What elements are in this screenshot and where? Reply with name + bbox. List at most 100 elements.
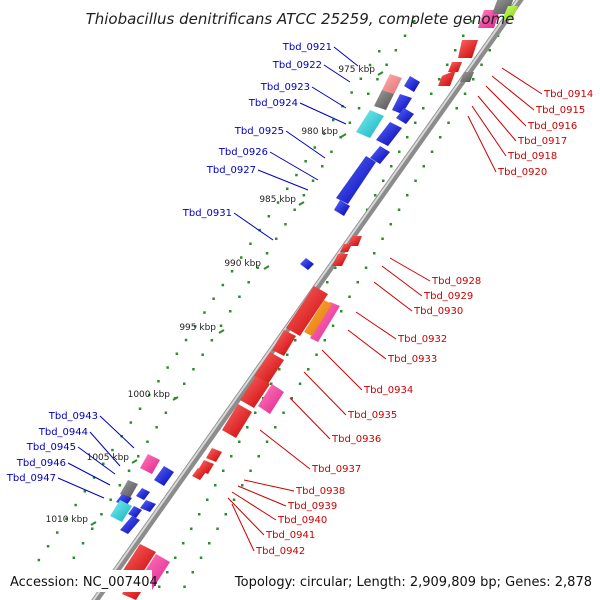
gene-feature[interactable]	[374, 90, 394, 110]
gene-feature[interactable]	[458, 40, 478, 58]
gene-label[interactable]: Tbd_0923	[260, 82, 310, 93]
gene-feature[interactable]	[286, 286, 328, 336]
gene-feature[interactable]	[448, 62, 462, 72]
gene-feature[interactable]	[438, 70, 456, 86]
gene-label[interactable]: Tbd_0939	[287, 501, 337, 512]
kbp-tick	[172, 396, 179, 401]
kbp-tick-label: 975 kbp	[338, 65, 375, 75]
gene-feature[interactable]	[254, 352, 284, 384]
gene-feature[interactable]	[240, 376, 270, 408]
label-connector	[467, 115, 497, 173]
gene-label[interactable]: Tbd_0926	[218, 147, 268, 158]
gene-feature[interactable]	[120, 516, 140, 534]
gene-feature[interactable]	[206, 448, 222, 462]
label-connector	[67, 462, 111, 486]
ring-dot	[267, 215, 271, 218]
label-connector	[333, 46, 359, 67]
gene-feature[interactable]	[140, 500, 156, 512]
gene-label[interactable]: Tbd_0934	[363, 385, 413, 396]
gene-label[interactable]: Tbd_0944	[38, 427, 88, 438]
ring-dot	[413, 20, 416, 23]
gene-feature[interactable]	[120, 480, 138, 498]
gene-feature[interactable]	[382, 74, 402, 94]
gene-feature[interactable]	[310, 302, 340, 342]
gene-feature[interactable]	[370, 146, 390, 164]
gene-feature[interactable]	[376, 122, 402, 146]
gene-label[interactable]: Tbd_0931	[182, 208, 232, 219]
gene-label[interactable]: Tbd_0943	[48, 411, 98, 422]
gene-label[interactable]: Tbd_0946	[16, 458, 66, 469]
ring-dot	[184, 338, 188, 342]
ring-dot	[164, 411, 168, 414]
gene-label[interactable]: Tbd_0924	[248, 98, 298, 109]
gene-label[interactable]: Tbd_0929	[423, 291, 473, 302]
gene-feature[interactable]	[192, 468, 206, 480]
gene-label[interactable]: Tbd_0942	[255, 546, 305, 557]
gene-feature[interactable]	[128, 506, 142, 518]
gene-label[interactable]: Tbd_0920	[497, 167, 547, 178]
gene-feature[interactable]	[502, 6, 518, 20]
label-connector	[311, 86, 347, 109]
gene-label[interactable]: Tbd_0915	[535, 105, 585, 116]
gene-feature[interactable]	[222, 404, 252, 438]
gene-feature[interactable]	[348, 236, 362, 246]
gene-feature[interactable]	[136, 488, 150, 500]
gene-label[interactable]: Tbd_0927	[206, 165, 256, 176]
accession-text: Accession: NC_007404	[10, 575, 158, 590]
gene-feature[interactable]	[356, 110, 384, 138]
gene-feature[interactable]	[154, 466, 174, 486]
gene-feature[interactable]	[300, 258, 314, 270]
gene-feature[interactable]	[336, 156, 376, 204]
gene-feature[interactable]	[332, 254, 348, 266]
gene-feature[interactable]	[392, 94, 412, 114]
gene-label[interactable]: Tbd_0916	[527, 121, 577, 132]
gene-feature[interactable]	[396, 108, 414, 124]
kbp-tick-label: 980 kbp	[301, 127, 338, 137]
gene-feature[interactable]	[272, 330, 296, 356]
gene-feature[interactable]	[258, 384, 284, 414]
gene-label[interactable]: Tbd_0933	[387, 354, 437, 365]
ring-dot	[290, 397, 293, 400]
gene-label[interactable]: Tbd_0918	[507, 151, 557, 162]
ring-dot	[158, 585, 161, 588]
gene-label[interactable]: Tbd_0937	[311, 464, 361, 475]
gene-label[interactable]: Tbd_0914	[543, 89, 593, 100]
kbp-tick-labels: 975 kbp 980 kbp 985 kbp 990 kbp 995 kbp 1000 …	[46, 65, 376, 525]
ring-dot	[83, 490, 87, 493]
gene-label[interactable]: Tbd_0928	[431, 276, 481, 287]
gene-label[interactable]: Tbd_0917	[517, 136, 567, 147]
ring-dot	[201, 353, 204, 356]
gene-label[interactable]: Tbd_0945	[26, 442, 76, 453]
gene-feature[interactable]	[304, 300, 332, 336]
gene-label[interactable]: Tbd_0935	[347, 410, 397, 421]
gene-feature[interactable]	[460, 72, 474, 82]
gene-feature[interactable]	[140, 454, 160, 474]
gene-label[interactable]: Tbd_0932	[397, 334, 447, 345]
gene-label[interactable]: Tbd_0947	[6, 473, 56, 484]
gene-feature[interactable]	[340, 244, 352, 252]
ring-dot	[238, 295, 241, 298]
ring-dot	[447, 121, 450, 124]
gene-feature[interactable]	[478, 10, 500, 28]
ring-dot	[274, 426, 277, 429]
label-connector	[321, 349, 363, 391]
gene-label[interactable]: Tbd_0930	[413, 306, 463, 317]
kbp-tick	[340, 133, 347, 138]
gene-label[interactable]: Tbd_0921	[282, 42, 332, 53]
ring-dot	[332, 118, 335, 122]
ring-dot	[278, 368, 281, 371]
ring-dot	[374, 194, 377, 197]
footer-left-bg	[2, 570, 152, 592]
gene-label[interactable]: Tbd_0941	[265, 530, 315, 541]
gene-label[interactable]: Tbd_0925	[234, 126, 284, 137]
label-connector	[257, 169, 309, 191]
gene-feature[interactable]	[110, 500, 132, 522]
gene-label[interactable]: Tbd_0940	[277, 515, 327, 526]
gene-label[interactable]: Tbd_0938	[295, 486, 345, 497]
gene-label[interactable]: Tbd_0922	[272, 60, 322, 71]
ring-dot	[206, 498, 209, 501]
gene-feature[interactable]	[334, 200, 350, 216]
gene-feature[interactable]	[404, 76, 420, 92]
gene-label[interactable]: Tbd_0936	[331, 434, 381, 445]
